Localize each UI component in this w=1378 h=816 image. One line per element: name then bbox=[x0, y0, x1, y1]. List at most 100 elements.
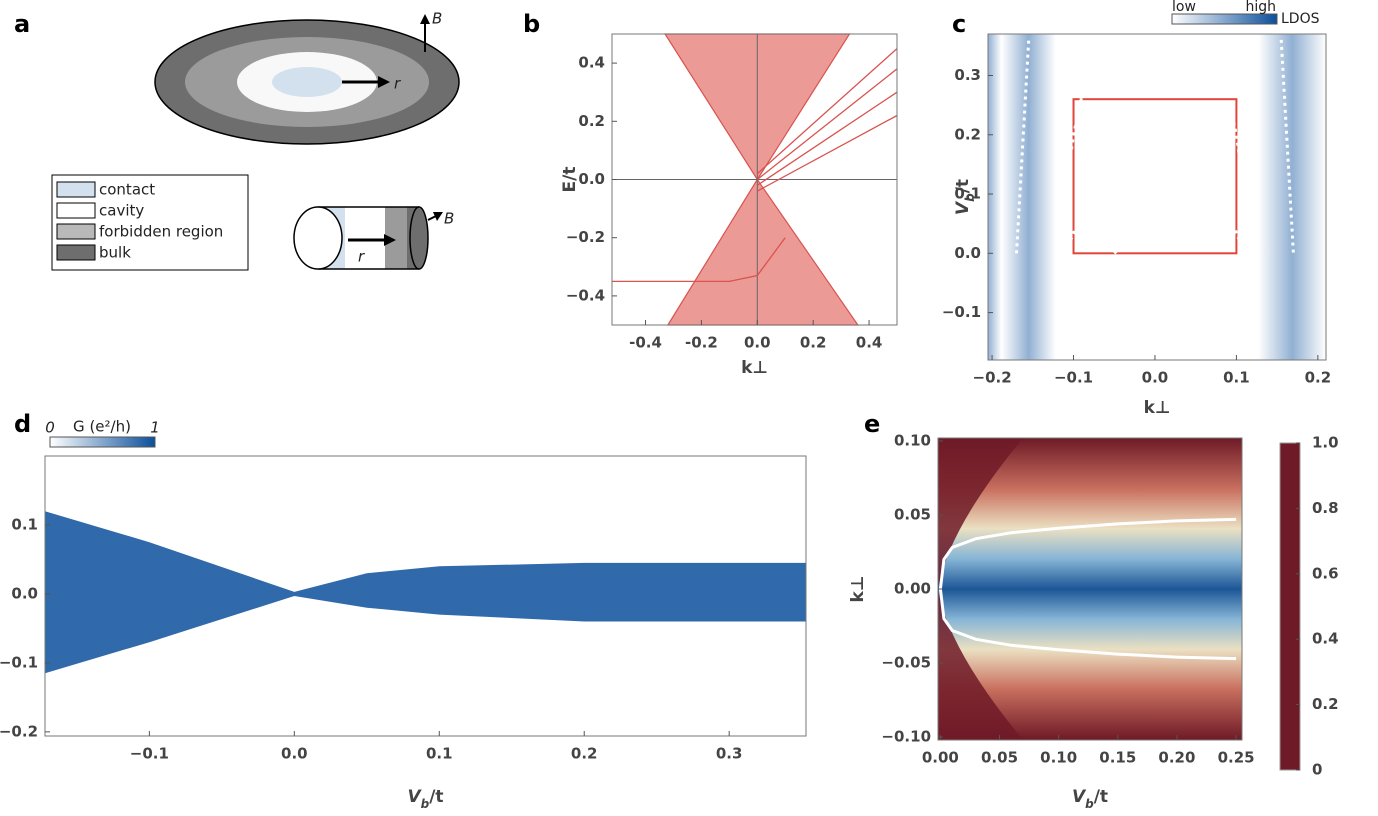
radius-label: r bbox=[358, 248, 365, 266]
plot-frame bbox=[44, 455, 807, 737]
colorbar-label: G (e²/h) bbox=[73, 418, 131, 436]
field-label: B bbox=[444, 210, 454, 228]
dotted-curve bbox=[1064, 103, 1246, 254]
x-tick-label: 0.25 bbox=[1218, 749, 1255, 767]
panel-label: b bbox=[523, 10, 540, 38]
panel-label: e bbox=[864, 410, 880, 438]
legend-swatch bbox=[56, 202, 96, 219]
x-tick-label: 0.00 bbox=[922, 749, 959, 767]
cylinder-forbidden bbox=[385, 207, 407, 269]
panel-label: a bbox=[14, 10, 30, 38]
colorbar-tick-label: 1 bbox=[150, 419, 160, 437]
legend-label: bulk bbox=[99, 244, 131, 262]
legend-swatch bbox=[56, 223, 96, 240]
x-tick-label: 0.0 bbox=[1142, 369, 1169, 387]
heatmap-background bbox=[988, 34, 1326, 360]
x-tick-label: 0.0 bbox=[744, 334, 771, 352]
band-line bbox=[756, 48, 898, 175]
x-tick-label: 0.2 bbox=[571, 745, 598, 763]
x-tick-label: −0.1 bbox=[130, 745, 169, 763]
x-tick-label: 0.10 bbox=[1040, 749, 1077, 767]
y-tick-label: 0.3 bbox=[954, 66, 981, 84]
arrow-head bbox=[384, 234, 396, 246]
x-tick-label: -0.4 bbox=[629, 334, 662, 352]
x-tick-label: 0.20 bbox=[1158, 749, 1195, 767]
dotted-curve bbox=[1015, 39, 1031, 254]
legend-swatch bbox=[56, 181, 96, 198]
y-tick-label: 0.05 bbox=[894, 505, 931, 523]
label-part: b bbox=[963, 193, 977, 202]
x-tick-label: 0.15 bbox=[1099, 749, 1136, 767]
colorbar-tick-label: 0 bbox=[45, 419, 55, 437]
colorbar-label: LDOS bbox=[1281, 11, 1320, 27]
cylinder-cap bbox=[409, 206, 429, 270]
boundary-curve bbox=[938, 588, 1237, 661]
label-part: /t bbox=[953, 179, 973, 193]
heatmap-background bbox=[938, 438, 1242, 740]
field-arrow bbox=[427, 215, 437, 221]
colorbar-label: high bbox=[1245, 0, 1276, 15]
axis-label: Vb/t bbox=[953, 179, 977, 215]
conductance-area bbox=[45, 511, 806, 674]
dotted-curve bbox=[1055, 39, 1096, 254]
colorbar-tick-label: 0.2 bbox=[1312, 695, 1339, 713]
axis-label: E/t bbox=[560, 167, 580, 193]
colorbar bbox=[1171, 13, 1278, 25]
band-line bbox=[756, 114, 898, 192]
label-part: V bbox=[1072, 787, 1087, 807]
dotted-curve bbox=[1279, 39, 1295, 254]
y-tick-label: −0.1 bbox=[0, 653, 38, 671]
colorbar-tick-label: 1.0 bbox=[1312, 434, 1339, 452]
y-tick-label: 0.00 bbox=[894, 580, 931, 598]
x-tick-label: -0.2 bbox=[685, 334, 718, 352]
axis-label: k⊥ bbox=[848, 576, 868, 603]
panel-label: c bbox=[952, 10, 966, 38]
legend-label: contact bbox=[99, 181, 155, 199]
y-tick-label: −0.2 bbox=[0, 722, 38, 740]
legend-label: forbidden region bbox=[99, 223, 223, 241]
x-tick-label: 0.3 bbox=[716, 745, 743, 763]
y-tick-label: −0.4 bbox=[566, 286, 605, 304]
y-tick-label: 0.0 bbox=[954, 244, 981, 262]
label-part: /t bbox=[429, 787, 443, 807]
x-tick-label: 0.1 bbox=[1223, 369, 1250, 387]
x-tick-label: 0.1 bbox=[426, 745, 453, 763]
x-tick-label: 0.4 bbox=[856, 334, 883, 352]
y-tick-label: 0.10 bbox=[894, 431, 931, 449]
y-tick-label: −0.2 bbox=[566, 228, 605, 246]
colorbar-tick-label: 0 bbox=[1312, 761, 1322, 779]
legend-label: cavity bbox=[99, 202, 144, 220]
x-tick-label: 0.05 bbox=[981, 749, 1018, 767]
dotted-curve bbox=[1113, 226, 1197, 255]
colorbar-tick-label: 0.4 bbox=[1312, 630, 1339, 648]
y-tick-label: −0.1 bbox=[942, 303, 981, 321]
radius-label: r bbox=[394, 75, 401, 93]
dotted-curve bbox=[1214, 39, 1255, 254]
axis-label: k⊥ bbox=[741, 358, 768, 378]
y-tick-label: 0.0 bbox=[11, 584, 38, 602]
band-fill bbox=[666, 178, 860, 326]
plot-frame bbox=[987, 33, 1327, 361]
y-tick-label: 0.1 bbox=[11, 515, 38, 533]
colorbar-tick-label: 0.6 bbox=[1312, 564, 1339, 582]
y-tick-label: 0.1 bbox=[954, 185, 981, 203]
boundary-curve bbox=[938, 517, 1237, 590]
colorbar bbox=[1279, 442, 1301, 771]
gapped-region bbox=[938, 438, 1023, 740]
cylinder-cavity bbox=[345, 207, 385, 269]
band-line bbox=[756, 68, 898, 181]
band-line bbox=[612, 237, 786, 283]
label-part: /t bbox=[1094, 787, 1108, 807]
y-tick-label: 0.2 bbox=[954, 125, 981, 143]
label-part: b bbox=[421, 797, 430, 811]
y-tick-label: −0.05 bbox=[881, 654, 931, 672]
y-tick-label: 0.2 bbox=[578, 112, 605, 130]
field-label: B bbox=[432, 10, 442, 28]
x-tick-label: 0.0 bbox=[281, 745, 308, 763]
y-tick-label: 0.0 bbox=[578, 170, 605, 188]
axis-label: Vb/t bbox=[407, 787, 443, 811]
panel-a: a r B contact cavity forbidden region bu… bbox=[14, 10, 460, 271]
contact-region bbox=[272, 67, 342, 97]
panel-label: d bbox=[14, 410, 31, 438]
